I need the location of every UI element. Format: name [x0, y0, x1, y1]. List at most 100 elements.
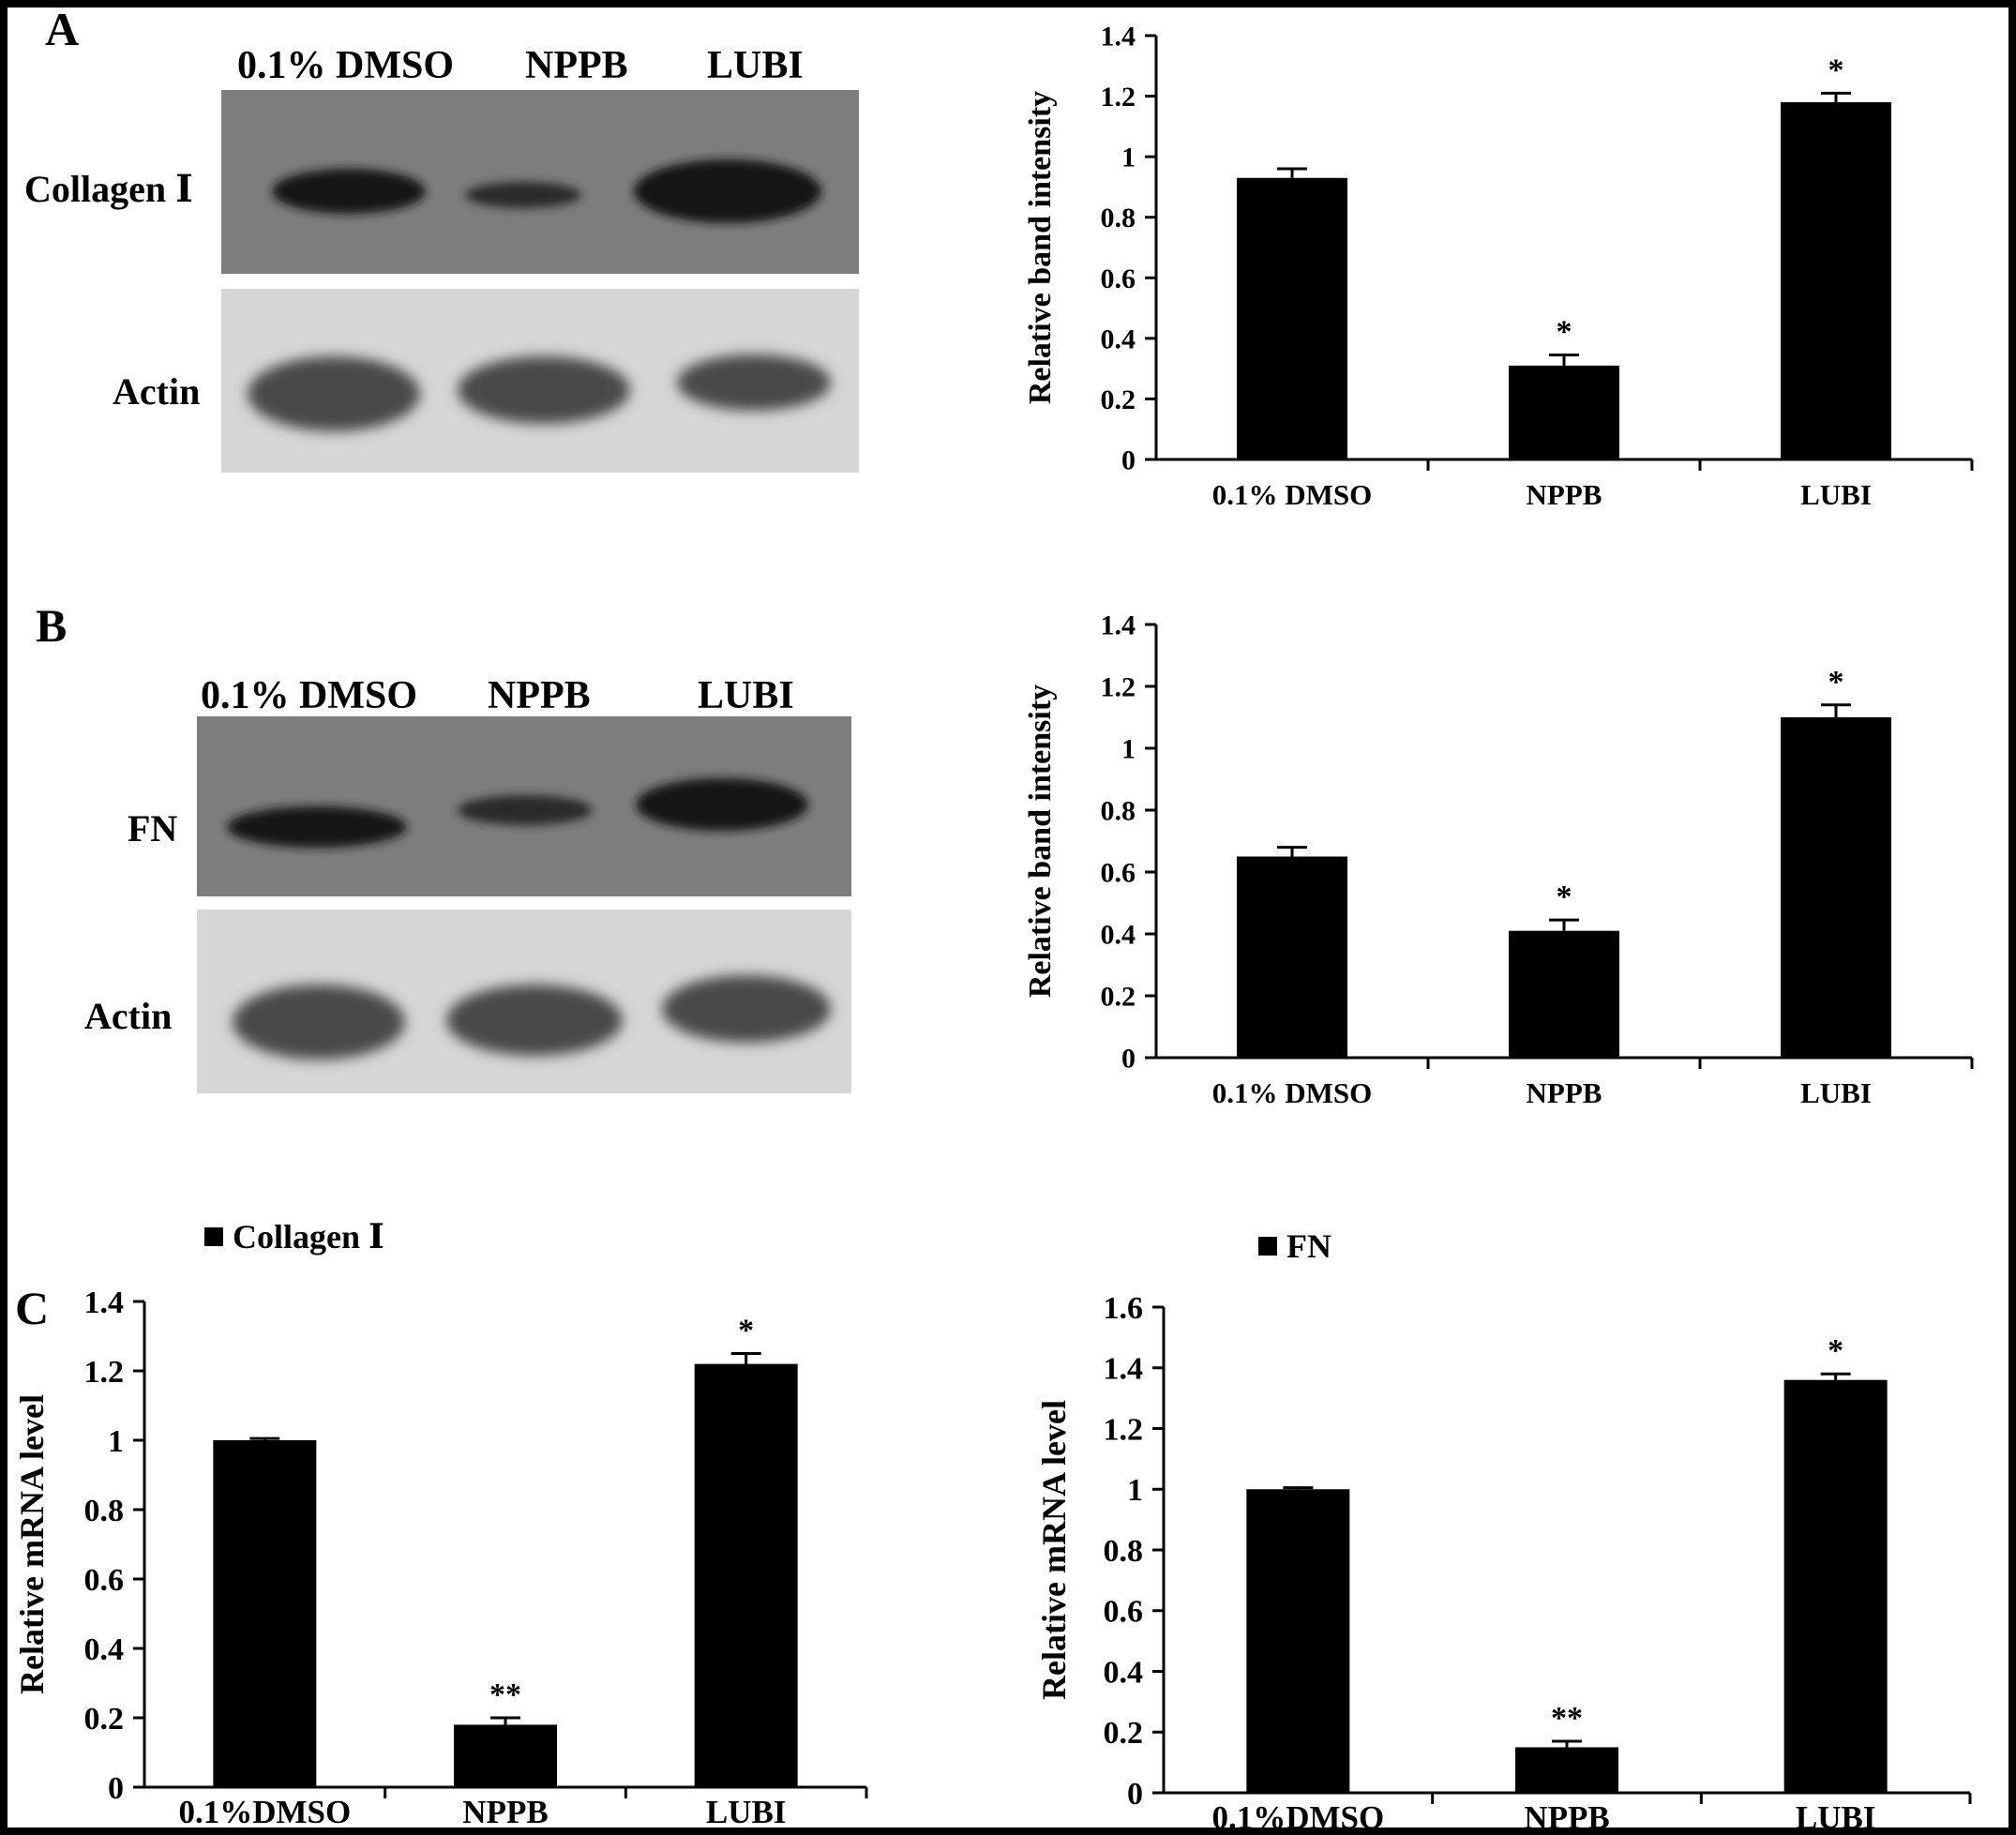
y-tick-label: 1	[1121, 734, 1136, 765]
y-tick-label: 1.2	[84, 1355, 125, 1390]
x-tick-label: LUBI	[1800, 1076, 1872, 1109]
western-blot-collagen-a	[221, 90, 859, 274]
blot-band	[662, 975, 831, 1043]
y-tick-label: 1.4	[84, 1286, 125, 1320]
bar	[1781, 102, 1891, 460]
blot-band	[233, 985, 405, 1060]
protein-label-actin: Actin	[84, 995, 173, 1037]
legend-label: Collagen Ⅰ	[233, 1218, 384, 1256]
blot-band	[634, 159, 821, 223]
y-tick-label: 1.6	[1104, 1291, 1144, 1326]
lane-label-lubi: LUBI	[698, 674, 794, 717]
y-tick-label: 0.2	[1101, 384, 1136, 415]
y-tick-label: 0	[108, 1771, 124, 1806]
blot-band	[677, 354, 831, 411]
y-tick-label: 0.6	[1101, 263, 1136, 294]
y-tick-label: 0.8	[1101, 796, 1136, 827]
y-tick-label: 1.2	[1101, 672, 1136, 703]
y-axis-label: Relative mRNA level	[13, 1394, 51, 1694]
x-tick-label: NPPB	[1527, 478, 1602, 511]
y-tick-label: 1.2	[1104, 1412, 1144, 1447]
bar	[1246, 1489, 1350, 1793]
significance-marker: *	[1828, 1333, 1843, 1368]
y-tick-label: 0	[1121, 445, 1136, 476]
y-tick-label: 0	[1127, 1777, 1143, 1812]
panel-letter-a: A	[45, 8, 80, 55]
western-blot-actin-a	[221, 289, 859, 473]
y-tick-label: 1.4	[1101, 610, 1136, 641]
blot-band	[636, 778, 808, 831]
y-tick-label: 0.2	[1104, 1716, 1144, 1751]
protein-label-actin: Actin	[113, 370, 201, 413]
blot-band	[458, 356, 630, 424]
lane-label-dmso: 0.1% DMSO	[201, 674, 417, 717]
y-tick-label: 0.4	[1101, 920, 1136, 951]
y-tick-label: 0.2	[84, 1702, 125, 1737]
bar	[1237, 856, 1347, 1058]
y-tick-label: 0.6	[1101, 858, 1136, 889]
x-tick-label: NPPB	[1524, 1799, 1609, 1827]
lane-label-dmso: 0.1% DMSO	[237, 44, 454, 87]
blot-band	[465, 182, 581, 208]
y-tick-label: 0.8	[1101, 203, 1136, 233]
legend-fn: FN	[1258, 1226, 1331, 1266]
blot-band	[446, 985, 623, 1056]
y-tick-label: 0.8	[84, 1494, 125, 1528]
blot-band	[458, 795, 593, 825]
x-tick-label: NPPB	[462, 1794, 548, 1827]
y-axis-label: Relative band intensity	[1023, 91, 1058, 404]
significance-marker: *	[1557, 880, 1572, 914]
bar-chart-b: 0 0.2 0.4 0.6 0.8 1 1.2 1.4 Relative band intens…	[1023, 610, 1974, 1109]
blot-band	[272, 169, 426, 214]
x-tick-label: LUBI	[706, 1794, 787, 1827]
y-tick-label: 0.6	[84, 1563, 125, 1598]
lane-label-nppb: NPPB	[525, 44, 628, 87]
y-tick-label: 1.4	[1101, 22, 1136, 53]
western-blot-fn-b	[197, 716, 851, 896]
blot-band	[248, 356, 420, 431]
y-tick-label: 0.4	[84, 1632, 125, 1667]
legend-collagen: Collagen Ⅰ	[204, 1217, 384, 1256]
bar	[213, 1440, 317, 1787]
bar-chart-a: 0 0.2 0.4 0.6 0.8 1 1.2 1.4 Relative band intens…	[1023, 22, 1974, 511]
panel-letter-b: B	[36, 599, 68, 652]
y-tick-label: 1.2	[1101, 82, 1136, 113]
significance-marker: **	[1551, 1701, 1583, 1736]
x-tick-label: 0.1%DMSO	[1211, 1799, 1384, 1827]
bar	[694, 1363, 798, 1787]
legend-swatch	[1258, 1237, 1277, 1256]
significance-marker: *	[738, 1314, 754, 1348]
y-tick-label: 0.2	[1101, 982, 1136, 1013]
y-tick-label: 0.6	[1104, 1595, 1144, 1630]
bar	[1781, 717, 1891, 1058]
western-blot-actin-b	[197, 910, 851, 1093]
x-tick-label: 0.1% DMSO	[1212, 478, 1373, 511]
bar	[1509, 930, 1619, 1058]
bar	[1509, 365, 1619, 459]
protein-label-fn: FN	[128, 807, 178, 850]
y-axis-label: Relative band intensity	[1023, 684, 1058, 998]
y-tick-label: 1	[108, 1424, 124, 1459]
x-tick-label: 0.1%DMSO	[178, 1794, 351, 1827]
bar	[454, 1724, 557, 1787]
significance-marker: *	[1828, 53, 1844, 87]
x-tick-label: LUBI	[1800, 478, 1872, 511]
legend-swatch	[204, 1227, 223, 1246]
panel-letter-c: C	[15, 1282, 50, 1334]
bar-chart-c-collagen: 0 0.2 0.4 0.6 0.8 1 1.2 1.4 Relative mRNA level 0…	[13, 1286, 868, 1827]
bar	[1515, 1747, 1618, 1793]
y-tick-label: 1	[1127, 1473, 1143, 1508]
blot-band	[227, 806, 407, 848]
x-tick-label: 0.1% DMSO	[1212, 1076, 1373, 1109]
x-tick-label: NPPB	[1527, 1076, 1602, 1109]
lane-label-lubi: LUBI	[707, 44, 804, 87]
y-tick-label: 1.4	[1104, 1352, 1144, 1387]
y-tick-label: 1	[1121, 143, 1136, 173]
protein-label-collagen: Collagen Ⅰ	[24, 168, 193, 210]
y-tick-label: 0	[1121, 1044, 1136, 1075]
legend-label: FN	[1286, 1227, 1331, 1265]
y-tick-label: 0.4	[1101, 323, 1136, 354]
significance-marker: *	[1828, 665, 1844, 699]
y-tick-label: 0.4	[1104, 1655, 1144, 1690]
significance-marker: *	[1557, 315, 1572, 350]
